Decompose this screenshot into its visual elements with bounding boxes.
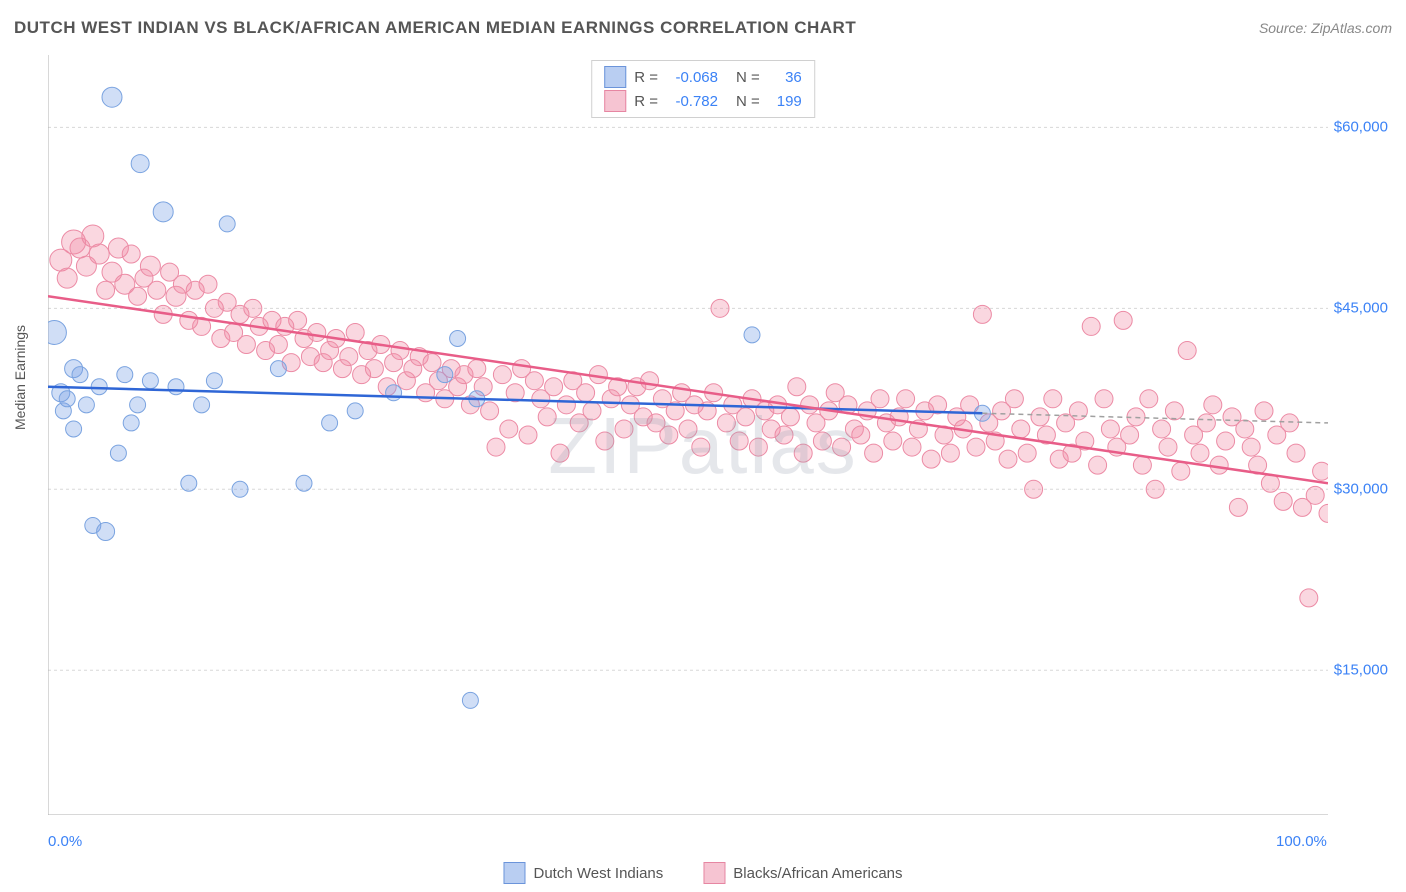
bottom-legend-item-1: Dutch West Indians [503, 862, 663, 884]
r-value-2: -0.782 [666, 93, 718, 110]
y-tick-30000: $30,000 [1334, 481, 1388, 498]
header: DUTCH WEST INDIAN VS BLACK/AFRICAN AMERI… [14, 18, 1392, 38]
n-value-1: 36 [768, 69, 802, 86]
bottom-legend-label-1: Dutch West Indians [533, 865, 663, 882]
swatch-pink-bottom [703, 862, 725, 884]
plot-area [48, 55, 1328, 815]
r-value-1: -0.068 [666, 69, 718, 86]
swatch-blue [604, 66, 626, 88]
chart-title: DUTCH WEST INDIAN VS BLACK/AFRICAN AMERI… [14, 18, 856, 38]
r-label-2: R = [634, 93, 658, 110]
swatch-pink [604, 90, 626, 112]
legend-stats-row-1: R = -0.068 N = 36 [604, 65, 802, 89]
legend-stats-box: R = -0.068 N = 36 R = -0.782 N = 199 [591, 60, 815, 118]
y-tick-45000: $45,000 [1334, 300, 1388, 317]
x-tick-0: 0.0% [48, 833, 82, 850]
y-tick-15000: $15,000 [1334, 662, 1388, 679]
y-axis-label: Median Earnings [12, 325, 28, 430]
swatch-blue-bottom [503, 862, 525, 884]
legend-stats-row-2: R = -0.782 N = 199 [604, 89, 802, 113]
chart-container: DUTCH WEST INDIAN VS BLACK/AFRICAN AMERI… [0, 0, 1406, 892]
r-label-1: R = [634, 69, 658, 86]
chart-svg [48, 55, 1328, 815]
bottom-legend-item-2: Blacks/African Americans [703, 862, 902, 884]
source-label: Source: ZipAtlas.com [1259, 20, 1392, 36]
n-label-1: N = [736, 69, 760, 86]
bottom-legend-label-2: Blacks/African Americans [733, 865, 902, 882]
bottom-legend: Dutch West Indians Blacks/African Americ… [503, 862, 902, 884]
n-value-2: 199 [768, 93, 802, 110]
y-tick-60000: $60,000 [1334, 119, 1388, 136]
x-tick-100: 100.0% [1276, 833, 1327, 850]
n-label-2: N = [736, 93, 760, 110]
